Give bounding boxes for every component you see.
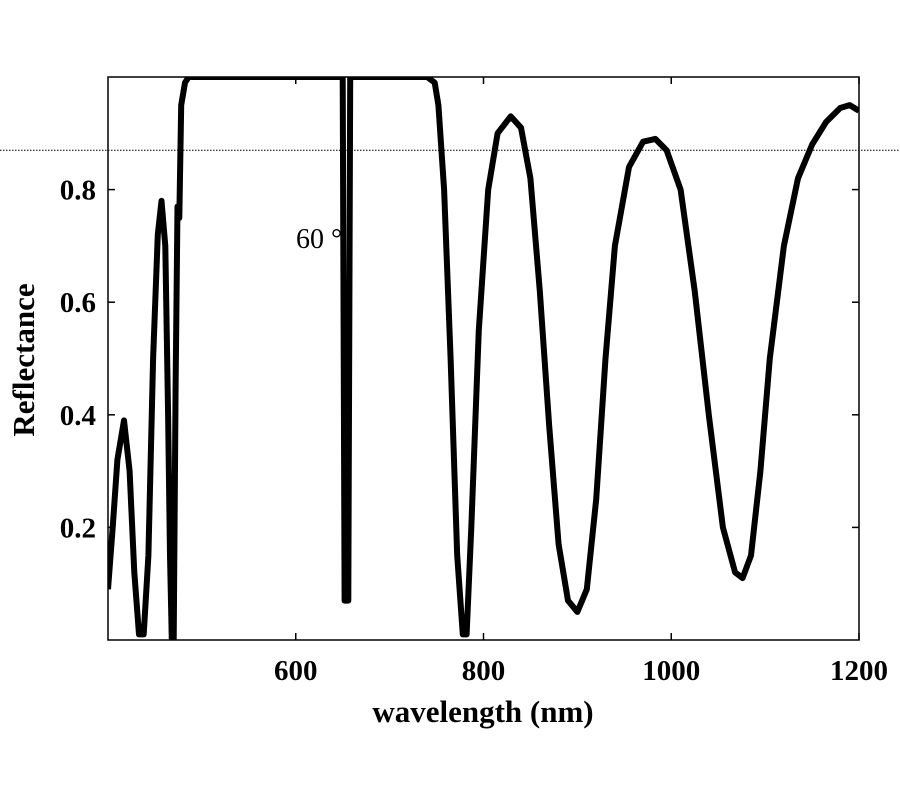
x-tick-label: 1200 [830,655,888,687]
y-tick-label: 0.6 [60,287,96,319]
y-tick-label: 0.2 [60,512,96,544]
x-tick-label: 800 [462,655,506,687]
x-tick-label: 1000 [642,655,700,687]
x-tick-label: 600 [274,655,318,687]
plot-area [0,77,900,640]
y-tick-label: 0.8 [60,175,96,207]
y-tick-label: 0.4 [60,400,96,432]
ticks: 600 800 1000 1200 0.2 0.4 0.6 0.8 [60,77,888,687]
y-axis-label: Reflectance [6,283,41,436]
x-axis-label: wavelength (nm) [372,694,593,729]
series-line-0 [108,77,859,640]
annotation-angle: 60 ° [296,224,342,255]
